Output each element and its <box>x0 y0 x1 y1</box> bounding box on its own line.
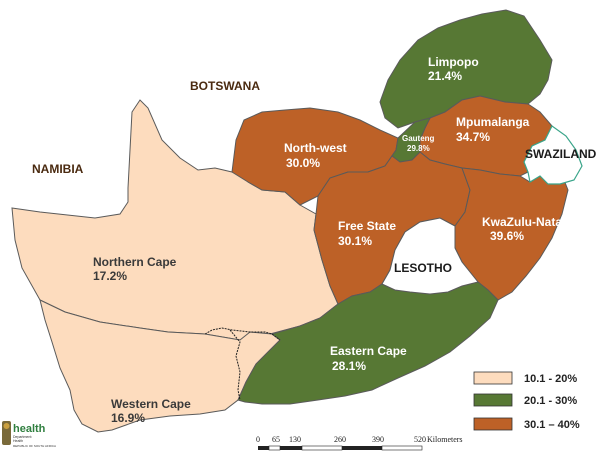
scale-tick-130: 130 <box>289 435 301 444</box>
label-northwest-value: 30.0% <box>286 156 320 170</box>
label-gauteng-value: 29.8% <box>407 144 430 153</box>
country-lesotho <box>381 217 479 295</box>
health-department-logo: health Department: Health REPUBLIC OF SO… <box>2 421 56 448</box>
label-kzn-name: KwaZulu-Natal <box>482 215 565 229</box>
scale-tick-520: 520 <box>414 435 426 444</box>
scale-unit: Kilometers <box>427 435 463 444</box>
label-freestate-name: Free State <box>338 219 396 233</box>
country-swaziland <box>523 125 583 185</box>
label-freestate-value: 30.1% <box>338 234 372 248</box>
label-kzn-value: 39.6% <box>490 229 524 243</box>
label-easterncape-value: 28.1% <box>332 359 366 373</box>
legend-label-mid: 20.1 - 30% <box>524 395 577 407</box>
district-boundary <box>204 327 281 341</box>
label-gauteng-name: Gauteng <box>402 134 435 143</box>
legend: 10.1 - 20% 20.1 - 30% 30.1 – 40% <box>473 371 580 431</box>
scale-tick-65: 65 <box>272 435 280 444</box>
label-northerncape-name: Northern Cape <box>93 255 177 269</box>
label-botswana: BOTSWANA <box>190 79 260 93</box>
label-mpumalanga-value: 34.7% <box>456 130 490 144</box>
label-namibia: NAMIBIA <box>32 162 84 176</box>
label-westerncape-name: Western Cape <box>111 397 191 411</box>
scale-tick-0: 0 <box>256 435 260 444</box>
label-limpopo-name: Limpopo <box>428 55 479 69</box>
logo-sub2: Health <box>13 439 23 443</box>
logo-sub1: Department: <box>13 435 32 439</box>
legend-swatch-high <box>473 417 513 431</box>
logo-text: health <box>13 423 46 435</box>
label-limpopo-value: 21.4% <box>428 69 462 83</box>
scale-tick-260: 260 <box>334 435 346 444</box>
label-lesotho: LESOTHO <box>394 261 452 275</box>
legend-swatch-mid <box>473 393 513 407</box>
legend-swatch-low <box>473 371 513 385</box>
label-northwest-name: North-west <box>284 141 347 155</box>
label-northerncape-value: 17.2% <box>93 269 127 283</box>
district-boundary <box>229 329 241 401</box>
label-mpumalanga-name: Mpumalanga <box>456 115 530 129</box>
label-easterncape-name: Eastern Cape <box>330 344 407 358</box>
label-swaziland: SWAZILAND <box>525 147 597 161</box>
legend-label-high: 30.1 – 40% <box>524 419 580 431</box>
label-westerncape-value: 16.9% <box>111 411 145 425</box>
scale-bar: 0 65 130 260 390 520 Kilometers <box>256 435 463 451</box>
scale-tick-390: 390 <box>372 435 384 444</box>
logo-sub3: REPUBLIC OF SOUTH AFRICA <box>13 444 56 448</box>
legend-label-low: 10.1 - 20% <box>524 373 577 385</box>
